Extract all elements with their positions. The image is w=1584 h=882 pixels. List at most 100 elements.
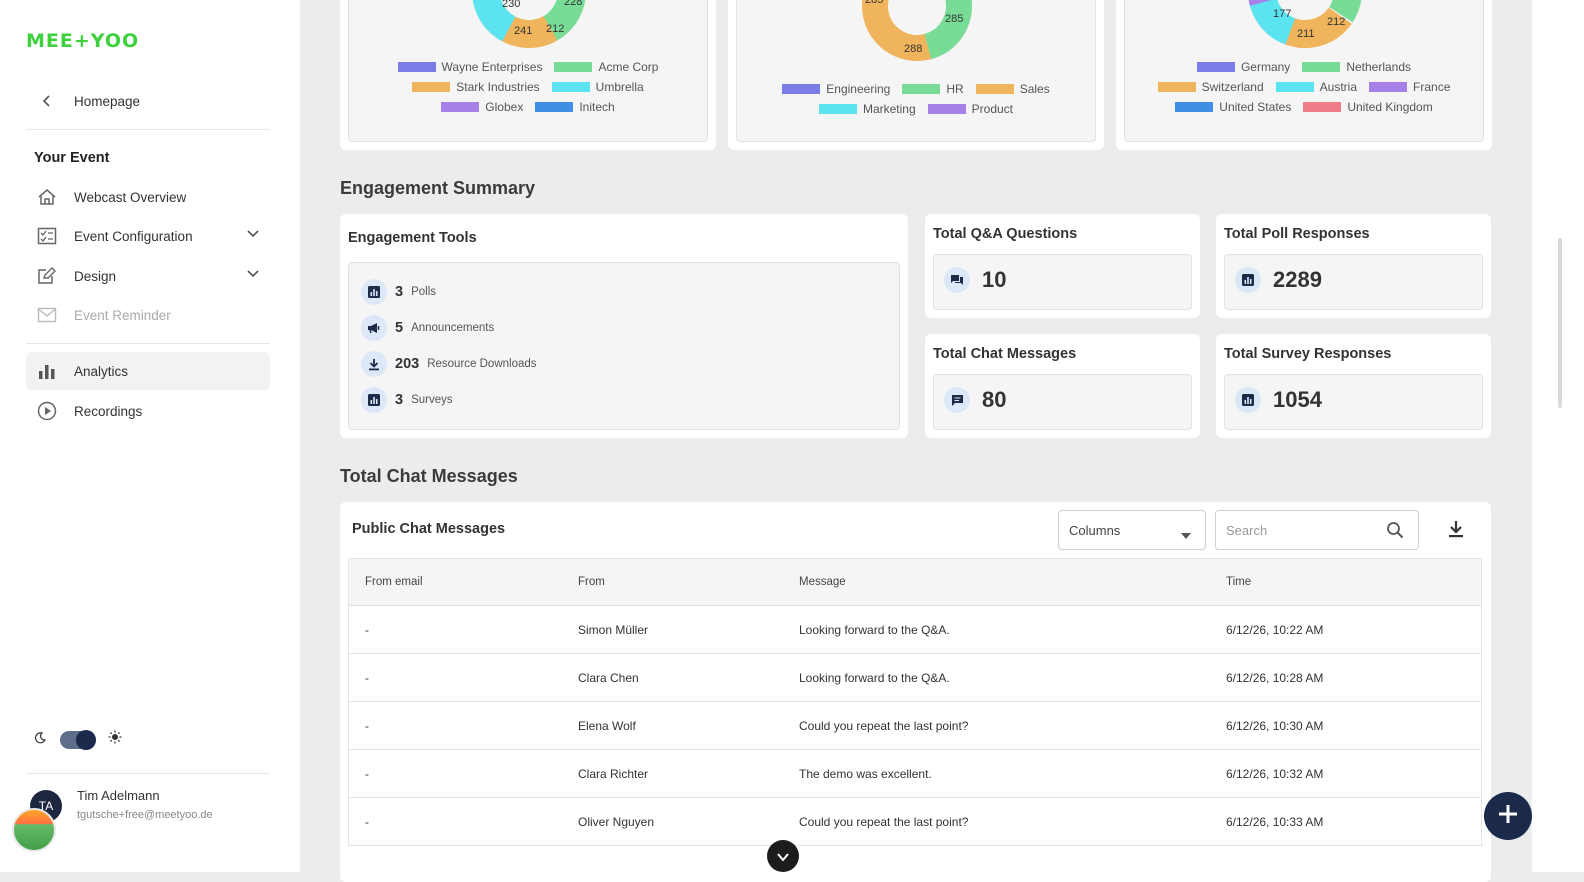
- tool-row-polls: 3 Polls: [361, 279, 436, 305]
- legend-item[interactable]: Stark Industries: [412, 80, 540, 94]
- donut-label: 212: [1327, 16, 1345, 28]
- chat-messages-title: Total Chat Messages: [933, 346, 1077, 362]
- companies-donut-panel: 230 228 241 212 Wayne Enterprises Acme C…: [348, 0, 708, 142]
- theme-toggle-switch[interactable]: [60, 729, 96, 750]
- your-event-heading: Your Event: [34, 150, 110, 166]
- cell-email: -: [365, 767, 369, 781]
- legend-item[interactable]: Engineering: [782, 82, 890, 96]
- cell-email: -: [365, 719, 369, 733]
- cell-message: Could you repeat the last point?: [799, 719, 969, 733]
- cell-email: -: [365, 815, 369, 829]
- sidebar-item-label: Event Configuration: [74, 228, 193, 244]
- departments-donut-card: 285 285 288 Engineering HR Sales Marketi…: [728, 0, 1104, 150]
- legend-item[interactable]: United Kingdom: [1303, 100, 1433, 114]
- cell-email: -: [365, 671, 369, 685]
- search-placeholder: Search: [1226, 523, 1268, 538]
- countries-donut-chart: 177 211 212: [1248, 0, 1362, 49]
- table-row[interactable]: - Simon Müller Looking forward to the Q&…: [348, 606, 1482, 654]
- poll-responses-panel: 2289: [1224, 254, 1483, 310]
- forum-icon: [944, 267, 970, 293]
- column-header-from[interactable]: From: [578, 576, 605, 588]
- polls-count: 3: [395, 284, 404, 300]
- mail-icon: [34, 304, 60, 326]
- island-badge-icon: [12, 808, 56, 852]
- table-header: From email From Message Time: [348, 558, 1482, 606]
- cell-from: Clara Richter: [578, 767, 649, 781]
- sidebar-item-analytics[interactable]: Analytics: [26, 352, 270, 390]
- sidebar-item-recordings[interactable]: Recordings: [26, 392, 270, 430]
- column-header-from-email[interactable]: From email: [365, 576, 423, 588]
- engagement-tools-card: Engagement Tools 3 Polls 5 Announcements…: [340, 214, 908, 438]
- sidebar-item-design[interactable]: Design: [26, 257, 270, 295]
- column-header-time[interactable]: Time: [1226, 576, 1252, 588]
- download-icon[interactable]: [1448, 520, 1464, 543]
- legend-item[interactable]: Germany: [1196, 60, 1290, 74]
- cell-message: Looking forward to the Q&A.: [799, 623, 950, 637]
- legend-item[interactable]: Initech: [535, 100, 615, 114]
- user-email: tgutsche+free@meetyoo.de: [77, 809, 213, 821]
- sidebar-divider: [26, 343, 270, 344]
- legend-item[interactable]: Acme Corp: [554, 60, 658, 74]
- sidebar-item-label: Design: [74, 268, 117, 284]
- legend-item[interactable]: HR: [902, 82, 964, 96]
- table-row[interactable]: - Clara Chen Looking forward to the Q&A.…: [348, 654, 1482, 702]
- scroll-down-button[interactable]: [767, 840, 799, 872]
- legend-item[interactable]: France: [1369, 80, 1450, 94]
- toggle-knob: [76, 729, 96, 750]
- legend-item[interactable]: Product: [927, 102, 1013, 116]
- legend-item[interactable]: Globex: [441, 100, 523, 114]
- scrollbar-track[interactable]: [1532, 0, 1584, 872]
- checklist-icon: [34, 225, 60, 247]
- chat-messages-value: 80: [982, 387, 1007, 412]
- search-input[interactable]: Search: [1215, 510, 1419, 550]
- search-icon[interactable]: [1386, 521, 1404, 542]
- sidebar-item-label: Webcast Overview: [74, 189, 187, 205]
- public-chat-title: Public Chat Messages: [352, 521, 506, 537]
- chevron-down-icon[interactable]: [246, 266, 260, 283]
- tool-row-surveys: 3 Surveys: [361, 387, 453, 413]
- table-row[interactable]: - Clara Richter The demo was excellent. …: [348, 750, 1482, 798]
- edit-icon: [34, 265, 60, 287]
- sun-icon: [108, 730, 122, 749]
- caret-down-icon: [1181, 527, 1191, 542]
- survey-responses-stat: 1054: [1235, 387, 1322, 413]
- sidebar-item-label: Event Reminder: [74, 307, 171, 323]
- legend-item[interactable]: Austria: [1275, 80, 1357, 94]
- survey-responses-value: 1054: [1273, 387, 1322, 412]
- legend-item[interactable]: Umbrella: [551, 80, 644, 94]
- chevron-down-icon: [777, 848, 789, 864]
- sidebar-item-event-reminder: Event Reminder: [26, 296, 270, 334]
- countries-donut-panel: 177 211 212 Germany Netherlands Switzerl…: [1124, 0, 1484, 142]
- table-row[interactable]: - Elena Wolf Could you repeat the last p…: [348, 702, 1482, 750]
- homepage-back-link[interactable]: Homepage: [26, 82, 270, 120]
- legend-item[interactable]: Wayne Enterprises: [397, 60, 542, 74]
- countries-donut-card: 177 211 212 Germany Netherlands Switzerl…: [1116, 0, 1492, 150]
- legend-item[interactable]: Sales: [975, 82, 1050, 96]
- table-row[interactable]: - Oliver Nguyen Could you repeat the las…: [348, 798, 1482, 846]
- sidebar-item-event-configuration[interactable]: Event Configuration: [26, 217, 270, 255]
- cell-time: 6/12/26, 10:32 AM: [1226, 767, 1324, 781]
- legend-item[interactable]: Marketing: [818, 102, 916, 116]
- user-name: Tim Adelmann: [77, 788, 160, 803]
- download-icon: [361, 351, 387, 377]
- play-circle-icon: [34, 400, 60, 422]
- meetyoo-logo[interactable]: MEE+YOO: [26, 30, 140, 52]
- surveys-label: Surveys: [411, 394, 453, 406]
- legend-item[interactable]: Netherlands: [1302, 60, 1411, 74]
- departments-legend: Engineering HR Sales Marketing Product: [737, 82, 1095, 116]
- scrollbar-thumb[interactable]: [1558, 238, 1562, 408]
- announcements-count: 5: [395, 320, 404, 336]
- sidebar-item-webcast-overview[interactable]: Webcast Overview: [26, 178, 270, 216]
- downloads-label: Resource Downloads: [427, 358, 537, 370]
- legend-item[interactable]: Switzerland: [1157, 80, 1264, 94]
- legend-item[interactable]: United States: [1175, 100, 1291, 114]
- column-header-message[interactable]: Message: [799, 576, 846, 588]
- survey-icon: [1235, 387, 1261, 413]
- columns-select[interactable]: Columns: [1058, 510, 1206, 550]
- chevron-down-icon[interactable]: [246, 226, 260, 243]
- companies-donut-chart: 230 228 241 212: [472, 0, 586, 48]
- donut-label: 241: [514, 25, 532, 37]
- tool-row-downloads: 203 Resource Downloads: [361, 351, 537, 377]
- engagement-tools-panel: 3 Polls 5 Announcements 203 Resource Dow…: [348, 262, 900, 430]
- add-fab-button[interactable]: [1484, 792, 1532, 840]
